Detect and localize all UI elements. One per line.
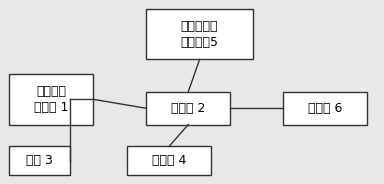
- Text: 控制器 2: 控制器 2: [171, 102, 205, 115]
- FancyBboxPatch shape: [9, 74, 93, 125]
- Text: 摄像头 6: 摄像头 6: [308, 102, 343, 115]
- Text: 显示器 4: 显示器 4: [152, 154, 186, 167]
- Text: 鼓轮转动量
检测电路5: 鼓轮转动量 检测电路5: [180, 20, 218, 49]
- Text: 光电传感
器电路 1: 光电传感 器电路 1: [34, 85, 68, 114]
- Text: 电机 3: 电机 3: [26, 154, 53, 167]
- FancyBboxPatch shape: [283, 92, 367, 125]
- FancyBboxPatch shape: [127, 146, 211, 175]
- FancyBboxPatch shape: [146, 92, 230, 125]
- FancyBboxPatch shape: [9, 146, 70, 175]
- FancyBboxPatch shape: [146, 9, 253, 59]
